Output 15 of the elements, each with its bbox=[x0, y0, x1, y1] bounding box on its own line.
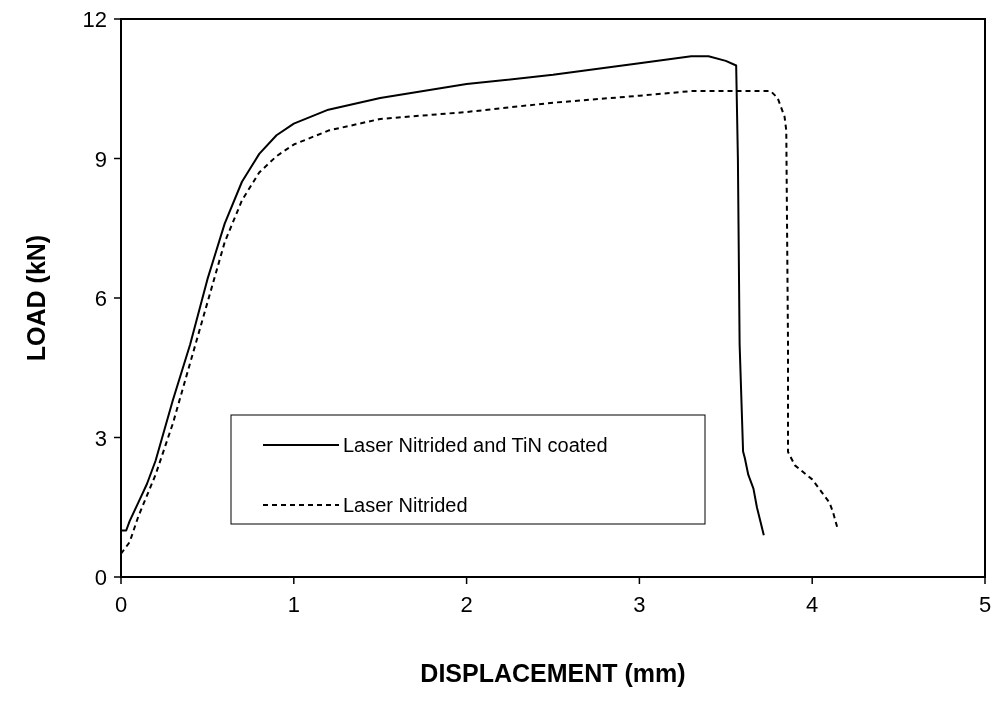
x-tick-label: 2 bbox=[460, 592, 473, 617]
y-axis-title: LOAD (kN) bbox=[22, 234, 50, 362]
x-tick-label: 1 bbox=[287, 592, 300, 617]
x-tick-label: 3 bbox=[633, 592, 646, 617]
y-tick-label: 12 bbox=[82, 7, 107, 32]
y-tick-label: 3 bbox=[94, 425, 107, 451]
legend-label: Laser Nitrided bbox=[343, 494, 468, 516]
x-tick-label: 4 bbox=[806, 592, 819, 617]
x-tick-label: 0 bbox=[114, 592, 128, 617]
legend-label: Laser Nitrided and TiN coated bbox=[343, 434, 608, 456]
x-tick-label: 5 bbox=[978, 592, 992, 617]
y-tick-label: 0 bbox=[94, 565, 107, 590]
y-tick-label: 6 bbox=[94, 286, 107, 311]
y-tick-label: 9 bbox=[94, 146, 107, 172]
x-axis-title: DISPLACEMENT (mm) bbox=[420, 659, 686, 687]
